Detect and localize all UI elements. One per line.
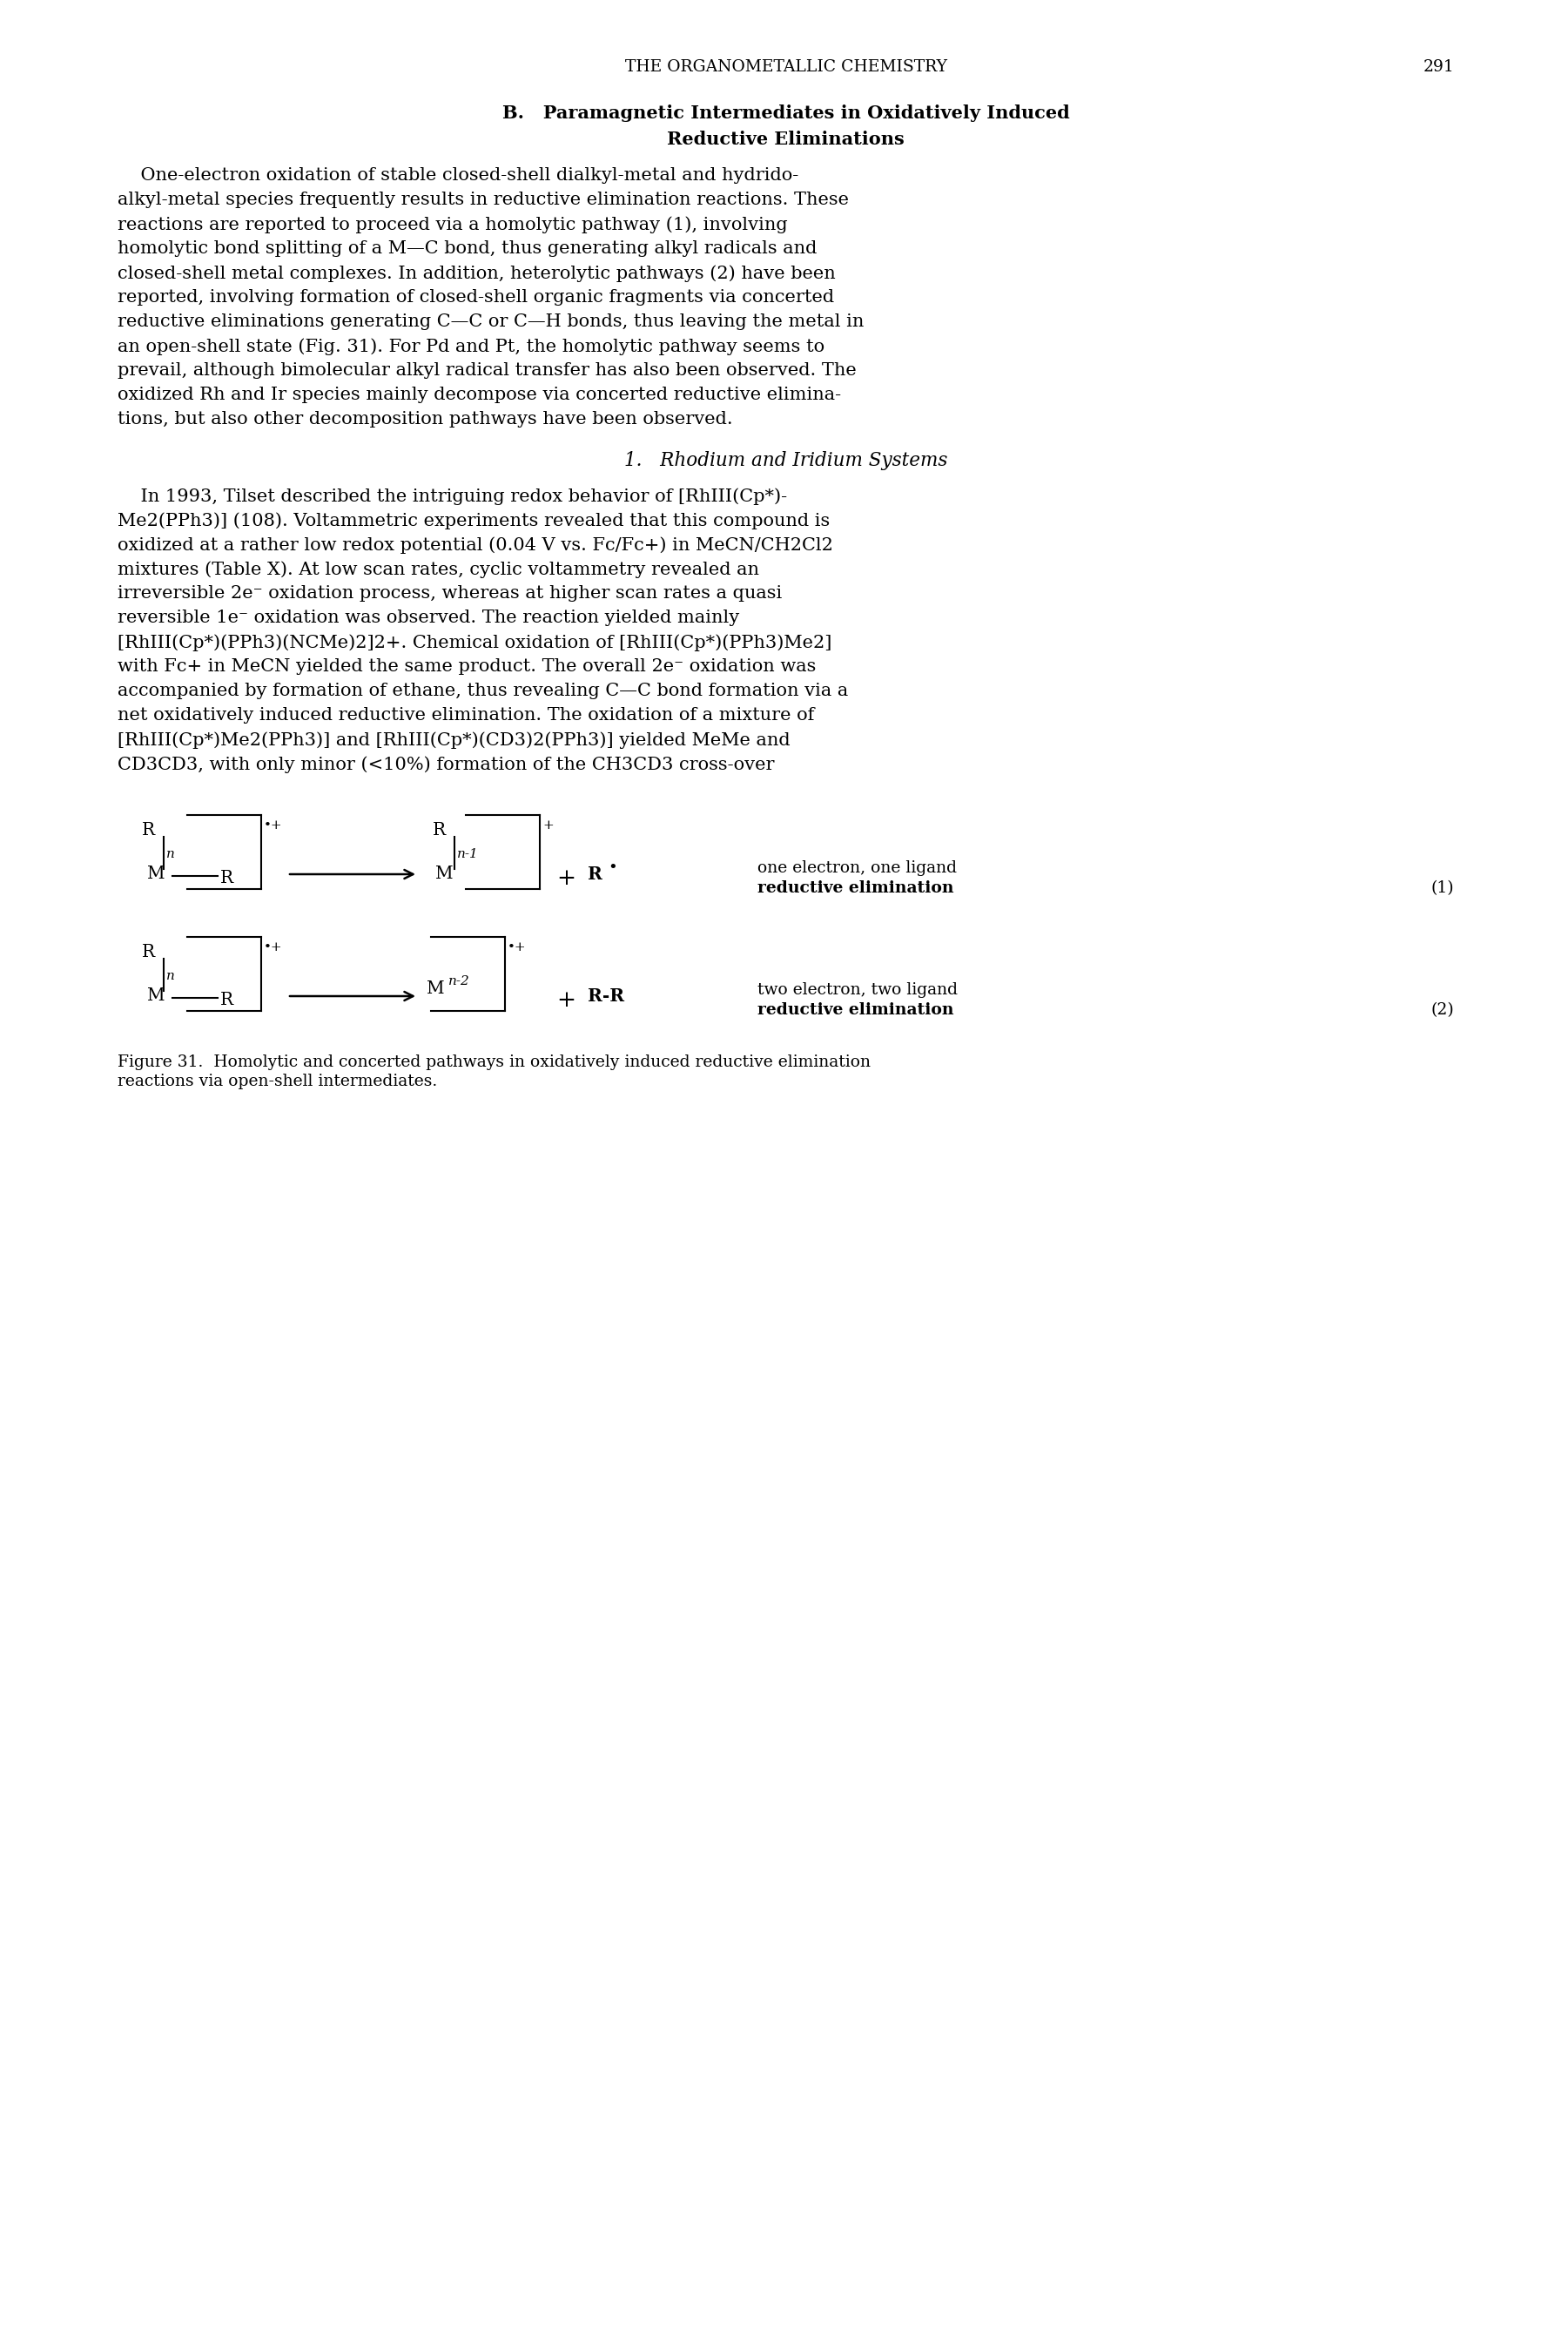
Text: THE ORGANOMETALLIC CHEMISTRY: THE ORGANOMETALLIC CHEMISTRY	[624, 59, 947, 75]
Text: M: M	[147, 865, 165, 882]
Text: M: M	[426, 980, 445, 997]
Text: n-2: n-2	[448, 976, 470, 987]
Text: reactions are reported to proceed via a homolytic pathway (1), involving: reactions are reported to proceed via a …	[118, 216, 787, 233]
Text: reductive elimination: reductive elimination	[757, 1002, 953, 1018]
Text: reductive eliminations generating C—C or C—H bonds, thus leaving the metal in: reductive eliminations generating C—C or…	[118, 313, 864, 329]
Text: [RhIII(Cp*)(PPh3)(NCMe)2]2+. Chemical oxidation of [RhIII(Cp*)(PPh3)Me2]: [RhIII(Cp*)(PPh3)(NCMe)2]2+. Chemical ox…	[118, 635, 831, 651]
Text: •+: •+	[508, 940, 527, 955]
Text: Figure 31.  Homolytic and concerted pathways in oxidatively induced reductive el: Figure 31. Homolytic and concerted pathw…	[118, 1056, 870, 1070]
Text: prevail, although bimolecular alkyl radical transfer has also been observed. The: prevail, although bimolecular alkyl radi…	[118, 362, 856, 379]
Text: (1): (1)	[1430, 879, 1454, 896]
Text: alkyl-metal species frequently results in reductive elimination reactions. These: alkyl-metal species frequently results i…	[118, 190, 848, 209]
Text: In 1993, Tilset described the intriguing redox behavior of [RhIII(Cp*)-: In 1993, Tilset described the intriguing…	[118, 487, 787, 505]
Text: CD3CD3, with only minor (<10%) formation of the CH3CD3 cross-over: CD3CD3, with only minor (<10%) formation…	[118, 755, 775, 773]
Text: M: M	[147, 987, 165, 1004]
Text: n: n	[166, 849, 176, 860]
Text: irreversible 2e⁻ oxidation process, whereas at higher scan rates a quasi: irreversible 2e⁻ oxidation process, wher…	[118, 585, 782, 602]
Text: +: +	[557, 868, 575, 889]
Text: reported, involving formation of closed-shell organic fragments via concerted: reported, involving formation of closed-…	[118, 289, 834, 306]
Text: two electron, two ligand: two electron, two ligand	[757, 983, 958, 997]
Text: R: R	[143, 823, 155, 839]
Text: R: R	[143, 943, 155, 962]
Text: closed-shell metal complexes. In addition, heterolytic pathways (2) have been: closed-shell metal complexes. In additio…	[118, 266, 836, 282]
Text: reductive elimination: reductive elimination	[757, 879, 953, 896]
Text: •+: •+	[263, 940, 282, 955]
Text: reversible 1e⁻ oxidation was observed. The reaction yielded mainly: reversible 1e⁻ oxidation was observed. T…	[118, 609, 740, 625]
Text: homolytic bond splitting of a M—C bond, thus generating alkyl radicals and: homolytic bond splitting of a M—C bond, …	[118, 240, 817, 256]
Text: [RhIII(Cp*)Me2(PPh3)] and [RhIII(Cp*)(CD3)2(PPh3)] yielded MeMe and: [RhIII(Cp*)Me2(PPh3)] and [RhIII(Cp*)(CD…	[118, 731, 790, 748]
Text: accompanied by formation of ethane, thus revealing C—C bond formation via a: accompanied by formation of ethane, thus…	[118, 682, 848, 698]
Text: •: •	[608, 860, 618, 877]
Text: with Fc+ in MeCN yielded the same product. The overall 2e⁻ oxidation was: with Fc+ in MeCN yielded the same produc…	[118, 658, 815, 675]
Text: R: R	[220, 870, 234, 886]
Text: Me2(PPh3)] (108). Voltammetric experiments revealed that this compound is: Me2(PPh3)] (108). Voltammetric experimen…	[118, 513, 829, 529]
Text: R: R	[220, 992, 234, 1009]
Text: 291: 291	[1422, 59, 1454, 75]
Text: net oxidatively induced reductive elimination. The oxidation of a mixture of: net oxidatively induced reductive elimin…	[118, 708, 814, 724]
Text: One-electron oxidation of stable closed-shell dialkyl-metal and hydrido-: One-electron oxidation of stable closed-…	[118, 167, 798, 183]
Text: an open-shell state (Fig. 31). For Pd and Pt, the homolytic pathway seems to: an open-shell state (Fig. 31). For Pd an…	[118, 339, 825, 355]
Text: oxidized Rh and Ir species mainly decompose via concerted reductive elimina-: oxidized Rh and Ir species mainly decomp…	[118, 386, 840, 402]
Text: 1.   Rhodium and Iridium Systems: 1. Rhodium and Iridium Systems	[624, 451, 947, 470]
Text: B.   Paramagnetic Intermediates in Oxidatively Induced: B. Paramagnetic Intermediates in Oxidati…	[502, 103, 1069, 122]
Text: +: +	[543, 820, 554, 832]
Text: R-R: R-R	[588, 987, 624, 1004]
Text: tions, but also other decomposition pathways have been observed.: tions, but also other decomposition path…	[118, 411, 732, 428]
Text: R: R	[433, 823, 445, 839]
Text: Reductive Eliminations: Reductive Eliminations	[666, 132, 905, 148]
Text: R: R	[588, 865, 602, 884]
Text: mixtures (Table X). At low scan rates, cyclic voltammetry revealed an: mixtures (Table X). At low scan rates, c…	[118, 562, 759, 578]
Text: •+: •+	[263, 820, 282, 832]
Text: n-1: n-1	[458, 849, 478, 860]
Text: reactions via open-shell intermediates.: reactions via open-shell intermediates.	[118, 1074, 437, 1089]
Text: one electron, one ligand: one electron, one ligand	[757, 860, 956, 877]
Text: oxidized at a rather low redox potential (0.04 V vs. Fc/Fc+) in MeCN/CH2Cl2: oxidized at a rather low redox potential…	[118, 536, 833, 552]
Text: +: +	[557, 990, 575, 1011]
Text: (2): (2)	[1430, 1002, 1454, 1018]
Text: M: M	[436, 865, 453, 882]
Text: n: n	[166, 971, 176, 983]
